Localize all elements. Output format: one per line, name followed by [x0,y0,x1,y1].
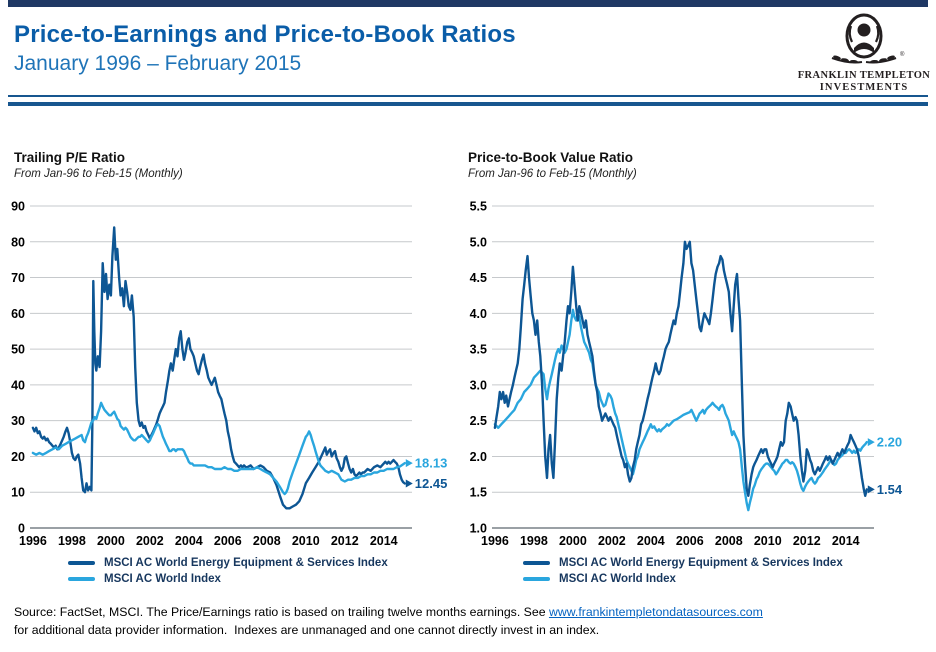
x-tick-label: 2004 [637,534,665,548]
x-tick-label: 1998 [520,534,548,548]
legend-label: MSCI AC World Index [104,573,221,585]
series-line [31,401,406,496]
page-title: Price-to-Earnings and Price-to-Book Rati… [14,21,516,48]
series-end-value-label: 2.20 [877,435,902,450]
y-tick-label: 3.5 [470,343,487,357]
x-tick-label: 1998 [58,534,86,548]
registered-mark: ® [900,51,905,58]
ben-franklin-emblem-icon: ® [831,13,905,64]
x-tick-label: 2010 [754,534,782,548]
x-tick-label: 2014 [832,534,860,548]
series-end-value-label: 1.54 [877,482,903,497]
y-tick-label: 1.5 [470,486,487,500]
footer-line1: Source: FactSet, MSCI. The Price/Earning… [14,603,924,621]
y-tick-label: 2.0 [470,450,487,464]
y-tick-label: 50 [11,343,25,357]
pe-chart-header: Trailing P/E Ratio From Jan-96 to Feb-15… [14,150,183,180]
legend-label: MSCI AC World Energy Equipment & Service… [104,557,388,569]
y-tick-label: 5.0 [470,235,487,249]
pb-chart-subtitle: From Jan-96 to Feb-15 (Monthly) [468,168,637,180]
legend-item: MSCI AC World Index [523,571,843,587]
logo-text-line2: INVESTMENTS [819,82,909,93]
series-end-value-label: 18.13 [415,456,448,471]
series-end-arrow-icon [867,438,875,447]
y-tick-label: 1.0 [470,522,487,536]
header-rule-thin [8,95,928,97]
y-tick-label: 20 [11,450,25,464]
footer-source-text: Source: FactSet, MSCI. The Price/Earning… [14,605,549,619]
pb-chart-title: Price-to-Book Value Ratio [468,150,634,165]
x-tick-label: 2008 [253,534,281,548]
x-tick-label: 1996 [481,534,509,548]
y-tick-label: 3.0 [470,378,487,392]
series-end-arrow-icon [405,459,413,468]
y-tick-label: 30 [11,414,25,428]
data-sources-link[interactable]: www.frankintempletondatasources.com [548,605,763,619]
footer-disclosure: Source: FactSet, MSCI. The Price/Earning… [14,603,924,639]
legend-line-swatch-icon [68,561,95,565]
legend-item: MSCI AC World Energy Equipment & Service… [68,555,388,571]
pe-chart-legend: MSCI AC World Energy Equipment & Service… [68,555,388,587]
footer-line2: for additional data provider information… [14,623,600,638]
header-rule-thick [8,102,928,106]
y-tick-label: 4.5 [470,271,487,285]
logo-text-line1: FRANKLIN TEMPLETON [797,70,931,81]
x-tick-label: 2014 [370,534,398,548]
x-tick-label: 2012 [331,534,359,548]
y-tick-label: 70 [11,271,25,285]
x-tick-label: 1996 [19,534,47,548]
y-tick-label: 80 [11,235,25,249]
x-tick-label: 2006 [214,534,242,548]
legend-label: MSCI AC World Energy Equipment & Service… [559,557,843,569]
y-tick-label: 10 [11,486,25,500]
pe-chart-subtitle: From Jan-96 to Feb-15 (Monthly) [14,168,183,180]
y-tick-label: 40 [11,378,25,392]
y-tick-label: 4.0 [470,307,487,321]
x-tick-label: 2002 [598,534,626,548]
pb-chart-legend: MSCI AC World Energy Equipment & Service… [523,555,843,587]
series-line [493,308,868,512]
y-tick-label: 90 [11,200,25,214]
x-tick-label: 2000 [97,534,125,548]
header: Price-to-Earnings and Price-to-Book Rati… [14,21,516,76]
pb-chart-header: Price-to-Book Value Ratio From Jan-96 to… [468,150,637,180]
y-tick-label: 5.5 [470,200,487,214]
legend-label: MSCI AC World Index [559,573,676,585]
y-tick-label: 2.5 [470,414,487,428]
series-line [31,226,406,510]
x-tick-label: 2010 [292,534,320,548]
franklin-templeton-logo: ® FRANKLIN TEMPLETON INVESTMENTS [793,12,935,93]
legend-item: MSCI AC World Index [68,571,388,587]
x-tick-label: 2012 [793,534,821,548]
x-tick-label: 2002 [136,534,164,548]
series-end-arrow-icon [867,485,875,494]
legend-item: MSCI AC World Energy Equipment & Service… [523,555,843,571]
legend-line-swatch-icon [68,577,95,581]
legend-line-swatch-icon [523,561,550,565]
series-end-value-label: 12.45 [415,476,448,491]
x-tick-label: 2006 [676,534,704,548]
legend-line-swatch-icon [523,577,550,581]
page-subtitle: January 1996 – February 2015 [14,52,302,75]
y-tick-label: 0 [18,522,25,536]
series-end-arrow-icon [405,479,413,488]
y-tick-label: 60 [11,307,25,321]
top-accent-bar [8,0,928,7]
pe-chart-title: Trailing P/E Ratio [14,150,126,165]
x-tick-label: 2008 [715,534,743,548]
x-tick-label: 2000 [559,534,587,548]
x-tick-label: 2004 [175,534,203,548]
series-line [493,240,868,497]
